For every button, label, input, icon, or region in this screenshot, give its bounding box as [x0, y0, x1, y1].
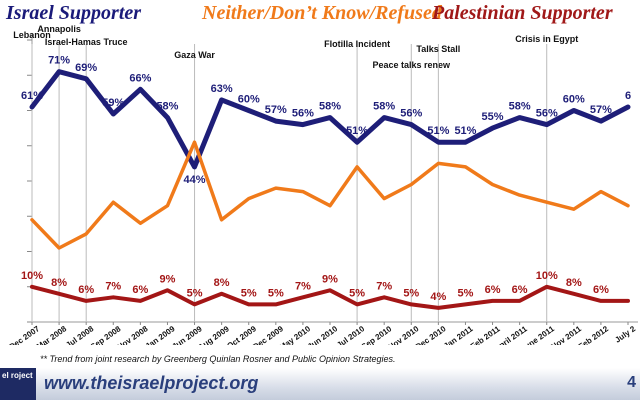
- data-label: 51%: [346, 125, 368, 137]
- data-label: 7%: [105, 280, 121, 292]
- data-label: 69%: [75, 62, 97, 74]
- event-annotation: Talks Stall: [416, 44, 460, 54]
- data-label: 59%: [102, 97, 124, 109]
- data-label: 5%: [458, 287, 474, 299]
- event-annotation: Flotilla Incident: [324, 39, 390, 49]
- organization-logo: el roject: [0, 368, 36, 400]
- data-label: 9%: [160, 273, 176, 285]
- data-label: 56%: [400, 108, 422, 120]
- data-label: 8%: [214, 277, 230, 289]
- footer-url[interactable]: www.theisraelproject.org: [44, 373, 259, 393]
- legend-palestinian-supporter: Palestinian Supporter: [432, 2, 613, 24]
- data-label: 71%: [48, 55, 70, 67]
- event-annotation: Gaza War: [174, 50, 215, 60]
- x-tick-label: Feb 2012: [577, 324, 611, 345]
- series-line: [30, 284, 630, 310]
- data-label: 57%: [590, 104, 612, 116]
- data-label: 4%: [430, 291, 446, 303]
- data-label: 60%: [238, 94, 260, 106]
- data-label: 58%: [319, 101, 341, 113]
- data-label: 61%: [21, 90, 43, 102]
- data-label: 56%: [536, 108, 558, 120]
- data-label: 7%: [295, 280, 311, 292]
- x-tick-label: July 2: [613, 324, 637, 345]
- data-label: 55%: [482, 111, 504, 123]
- data-label: 58%: [156, 101, 178, 113]
- data-label: 58%: [373, 101, 395, 113]
- data-label: 10%: [21, 270, 43, 282]
- data-label: 5%: [241, 287, 257, 299]
- data-label: 6%: [485, 284, 501, 296]
- event-annotation: Lebanon: [13, 30, 51, 40]
- data-label: 57%: [265, 104, 287, 116]
- data-label: 5%: [187, 287, 203, 299]
- event-annotation: Crisis in Egypt: [515, 34, 578, 44]
- event-annotation: Annapolis: [37, 24, 81, 34]
- data-label: 66%: [129, 72, 151, 84]
- legend-israel-supporter: Israel Supporter: [6, 2, 142, 24]
- data-label: 58%: [509, 101, 531, 113]
- data-label: 6%: [78, 284, 94, 296]
- legend-neither: Neither/Don’t Know/Refused: [202, 2, 442, 24]
- data-label: 8%: [51, 277, 67, 289]
- data-label: 5%: [268, 287, 284, 299]
- data-label: 6%: [512, 284, 528, 296]
- data-label: 8%: [566, 277, 582, 289]
- data-label: 9%: [322, 273, 338, 285]
- data-label: 44%: [184, 174, 206, 186]
- event-annotation: Peace talks renew: [372, 60, 451, 70]
- data-label: 7%: [376, 280, 392, 292]
- footer-bar: el roject www.theisraelproject.org 4: [0, 368, 640, 400]
- page-number: 4: [627, 374, 636, 391]
- event-annotation: Israel-Hamas Truce: [45, 37, 128, 47]
- data-label: 63%: [211, 83, 233, 95]
- series-line: [29, 69, 631, 170]
- source-footnote: ** Trend from joint research by Greenber…: [40, 354, 396, 364]
- data-label: 10%: [536, 270, 558, 282]
- data-label: 6: [625, 90, 631, 102]
- series-line: [30, 140, 630, 250]
- data-label: 5%: [349, 287, 365, 299]
- data-label: 56%: [292, 108, 314, 120]
- data-label: 5%: [403, 287, 419, 299]
- data-label: 6%: [132, 284, 148, 296]
- data-label: 60%: [563, 94, 585, 106]
- data-label: 6%: [593, 284, 609, 296]
- data-label: 51%: [427, 125, 449, 137]
- data-label: 51%: [454, 125, 476, 137]
